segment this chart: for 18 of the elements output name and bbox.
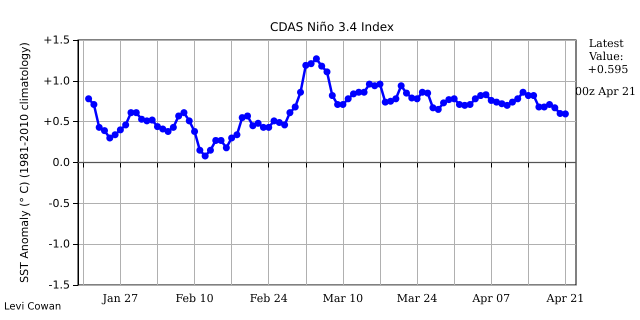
y-tick-label: 0.0: [52, 156, 70, 169]
y-tick-label: -1.5: [48, 278, 70, 292]
x-tick-label: Feb 24: [250, 292, 288, 305]
x-tick-label: Feb 10: [176, 292, 214, 305]
chart-title: CDAS Niño 3.4 Index: [270, 20, 394, 34]
text: Levi Cowan: [4, 302, 62, 312]
text: Latest Value: +0.595: [588, 37, 628, 76]
x-tick-label: Mar 24: [396, 292, 438, 305]
y-tick-label: -1.0: [48, 238, 70, 251]
y-tick-label: +1.5: [43, 34, 70, 46]
y-axis-title: SST Anomaly (° C) (1981-2010 climatology): [18, 42, 31, 283]
x-tick-label: Apr 07: [471, 292, 510, 305]
x-tick-label: Jan 27: [102, 292, 138, 305]
y-tick-label: +0.5: [43, 115, 70, 128]
x-tick-label: Apr 21: [546, 292, 584, 305]
y-tick-label: -0.5: [48, 196, 70, 210]
y-tick-label: +1.0: [43, 74, 70, 88]
x-tick-label: Mar 10: [322, 292, 364, 305]
